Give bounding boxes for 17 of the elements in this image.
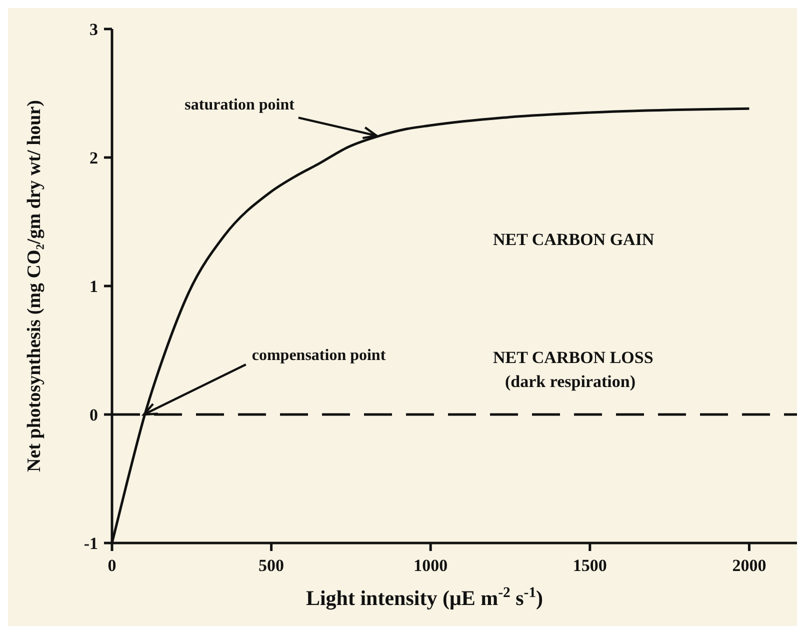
y-tick-label: 3 [90, 20, 98, 40]
x-tick-label: 0 [108, 556, 116, 576]
y-tick-label: 1 [90, 277, 98, 296]
annotation: NET CARBON LOSS [493, 348, 654, 368]
y-axis-title: Net photosynthesis (mg CO₂/gm dry wt/ hour) [24, 100, 45, 472]
x-axis-title: Light intensity (μE m$^{-2}$ s$^{-1}$) [306, 585, 544, 610]
y-tick-label: -1 [84, 534, 98, 554]
x-tick-label: 1000 [414, 556, 448, 576]
annotation: compensation point [252, 347, 386, 364]
annotation: saturation point [184, 96, 296, 114]
y-tick-label: 0 [90, 406, 98, 425]
x-tick-label: 500 [258, 556, 284, 576]
x-tick-label: 1500 [572, 556, 607, 576]
y-tick-label: 2 [90, 148, 98, 168]
x-tick-label: 2000 [732, 556, 766, 576]
annotation: NET CARBON GAIN [493, 230, 654, 250]
annotation: (dark respiration) [505, 372, 636, 392]
